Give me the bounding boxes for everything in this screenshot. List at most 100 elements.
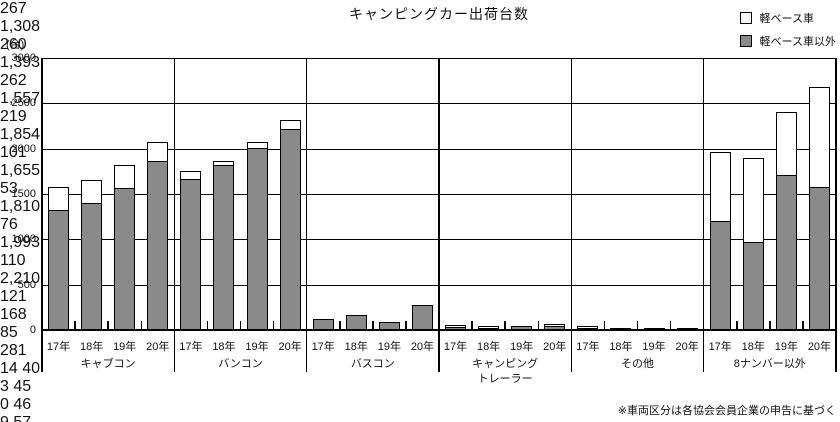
bar-value-label: 9 57 — [0, 414, 60, 422]
bar-キャブコン-20年 — [147, 142, 169, 330]
group-separator — [702, 58, 705, 372]
bar-キャブコン-17年 — [48, 187, 70, 330]
bar-segment-non-kei — [412, 305, 432, 329]
x-tick-year: 19年 — [510, 341, 534, 353]
category-label: バンコン — [218, 358, 263, 370]
x-minor-tick — [736, 321, 738, 330]
bar-segment-non-kei — [611, 328, 631, 329]
group-separator — [41, 58, 43, 372]
bar-8ナンバー以外-19年 — [775, 112, 797, 330]
bar-value-label: 101 1,655 — [0, 144, 41, 179]
x-tick-year: 18年 — [79, 341, 104, 353]
bar-value-label: 110 2,210 — [0, 252, 41, 287]
bar-segment-non-kei — [644, 327, 664, 329]
bar-segment-non-kei — [743, 242, 763, 329]
x-tick-year: 18年 — [609, 341, 633, 353]
bar-segment-non-kei — [82, 202, 102, 329]
bar-8ナンバー以外-18年 — [742, 158, 764, 330]
y-tick-label: 500 — [17, 278, 36, 291]
x-minor-tick — [74, 321, 76, 330]
x-tick-year: 20年 — [675, 341, 699, 353]
x-tick-year: 19年 — [377, 341, 401, 353]
x-tick-year: 18年 — [344, 341, 368, 353]
bar-segment-non-kei — [148, 160, 168, 329]
bar-segment-non-kei — [280, 128, 300, 329]
bar-segment-non-kei — [49, 210, 69, 329]
bar-segment-non-kei — [545, 326, 565, 329]
bar-バスコン-19年 — [378, 322, 400, 330]
x-minor-tick — [206, 321, 209, 330]
bar-segment-non-kei — [479, 327, 499, 329]
x-tick-year: 18年 — [741, 341, 765, 353]
bar-キャブコン-18年 — [81, 180, 103, 330]
bar-value-label: 267 1,308 — [0, 0, 41, 35]
bar-value-label: 53 1,810 — [0, 180, 41, 215]
x-minor-tick — [802, 321, 804, 330]
legend-swatch-icon — [739, 12, 752, 24]
x-tick-year: 17年 — [576, 341, 600, 353]
group-separator — [570, 58, 573, 372]
category-label: キャブコン — [80, 358, 136, 370]
bar-value-label: 281 — [0, 342, 27, 359]
bar-バスコン-18年 — [345, 314, 367, 330]
bar-キャンピングトレーラー-19年 — [511, 325, 533, 330]
group-separator — [438, 58, 440, 372]
legend-label: 軽ベース車以外 — [759, 36, 836, 48]
y-tick-label: 3000 — [11, 52, 36, 64]
x-tick-year: 17年 — [708, 341, 732, 353]
bar-バスコン-17年 — [312, 319, 334, 330]
bar-value-label: 76 1,993 — [0, 216, 41, 251]
category-label: その他 — [620, 358, 654, 370]
chart-title: キャンピングカー出荷台数 — [349, 6, 529, 22]
x-minor-tick — [405, 321, 407, 330]
x-tick-year: 20年 — [278, 341, 302, 353]
category-label: バスコン — [350, 358, 395, 370]
y-axis-unit: (台) — [6, 39, 25, 51]
bar-その他-19年 — [643, 327, 665, 330]
bar-value-label: 121 — [0, 288, 27, 305]
x-tick-year: 20年 — [146, 341, 170, 353]
bar-value-label: 0 46 — [0, 396, 32, 413]
y-tick-label: 0 — [29, 324, 36, 336]
x-tick-year: 18年 — [212, 341, 236, 353]
y-tick-label: 1000 — [11, 233, 36, 246]
x-tick-year: 20年 — [543, 341, 567, 353]
bar-バンコン-19年 — [246, 142, 268, 330]
bar-segment-non-kei — [346, 315, 366, 329]
legend: 軽ベース車軽ベース車以外 — [739, 10, 836, 56]
y-tick-label: 2000 — [11, 142, 36, 155]
x-tick-year: 19年 — [774, 341, 798, 353]
bar-segment-non-kei — [214, 164, 234, 329]
x-tick-year: 18年 — [476, 341, 501, 353]
x-tick-year: 17年 — [46, 341, 71, 353]
bar-value-label: 262 1,557 — [0, 72, 41, 107]
bar-value-label: 3 45 — [0, 378, 32, 395]
x-tick-year: 17年 — [179, 341, 203, 353]
bar-segment-non-kei — [379, 323, 399, 329]
bar-segment-non-kei — [710, 221, 730, 329]
legend-swatch-icon — [739, 35, 752, 47]
bar-value-label: 260 1,393 — [0, 36, 41, 71]
category-label: 8ナンバー以外 — [733, 358, 806, 370]
x-minor-tick — [140, 321, 142, 330]
bar-8ナンバー以外-17年 — [709, 151, 731, 330]
bar-value-label: 219 1,854 — [0, 108, 41, 143]
bar-segment-non-kei — [512, 326, 532, 329]
x-tick-year: 20年 — [807, 341, 832, 353]
bar-その他-20年 — [676, 328, 698, 330]
group-separator — [173, 58, 176, 372]
bar-キャンピングトレーラー-20年 — [544, 324, 566, 330]
group-separator — [835, 58, 837, 372]
x-minor-tick — [669, 321, 672, 330]
bar-segment-non-kei — [677, 328, 697, 329]
bar-8ナンバー以外-20年 — [808, 86, 830, 330]
bar-segment-non-kei — [578, 327, 598, 329]
category-label: キャンピング トレーラー — [472, 358, 539, 385]
bar-value-label: 85 — [0, 324, 18, 341]
x-tick-year: 17年 — [311, 341, 335, 353]
x-tick-year: 19年 — [642, 341, 666, 353]
bar-segment-non-kei — [446, 327, 466, 329]
x-tick-year: 17年 — [443, 341, 468, 353]
legend-item: 軽ベース車 — [739, 10, 836, 26]
